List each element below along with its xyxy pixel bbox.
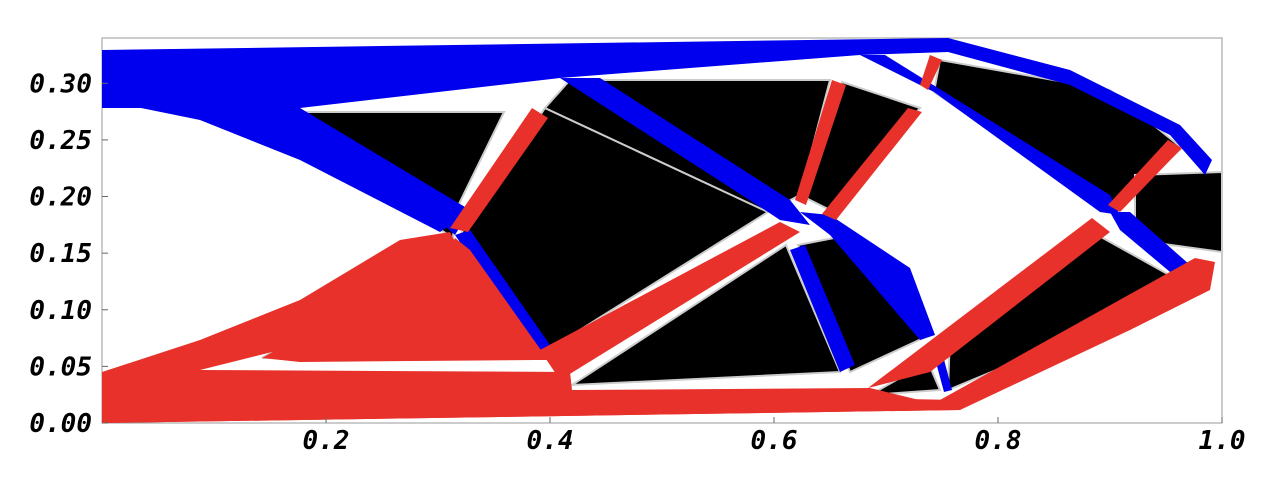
- y-tick-label: 0.20: [29, 183, 92, 213]
- blue-diagonal-6: [790, 245, 855, 372]
- x-tick-label: 1.0: [1199, 426, 1246, 456]
- x-axis-ticks: 0.2 0.4 0.6 0.8 1.0: [303, 417, 1246, 456]
- red-diagonal-5: [822, 108, 922, 220]
- x-tick-label: 0.4: [527, 426, 574, 456]
- blue-diagonal-3: [860, 55, 1120, 215]
- blue-diagonal-7: [1110, 212, 1190, 282]
- red-diagonal-2: [262, 238, 548, 362]
- y-tick-label: 0.25: [29, 126, 92, 156]
- red-diagonal-6: [920, 55, 942, 90]
- blue-diagonal-2: [560, 78, 810, 225]
- blue-left-taper: [102, 75, 460, 232]
- y-tick-label: 0.05: [29, 352, 92, 382]
- red-diagonal-3: [540, 222, 800, 380]
- blue-top-chord: [102, 38, 1212, 175]
- red-bottom-chord: [102, 232, 960, 423]
- red-diagonal-7: [868, 218, 1110, 388]
- blue-diagonal-5: [455, 230, 550, 358]
- y-tick-label: 0.30: [29, 69, 92, 99]
- blue-diagonal-4: [800, 212, 935, 340]
- y-axis-ticks: 0.00 0.05 0.10 0.15 0.20 0.25 0.30: [29, 69, 108, 439]
- red-members: [102, 55, 1215, 423]
- blue-diagonal-1: [262, 108, 470, 235]
- x-tick-label: 0.2: [303, 426, 350, 456]
- red-diagonal-1: [450, 108, 548, 232]
- y-tick-label: 0.10: [29, 296, 92, 326]
- y-tick-label: 0.15: [29, 239, 92, 269]
- red-base-block: [102, 385, 960, 423]
- void-region-6: [568, 243, 842, 387]
- blue-members: [102, 38, 1212, 392]
- red-diagonal-9: [940, 258, 1215, 410]
- x-tick-label: 0.6: [751, 426, 798, 456]
- y-tick-label: 0.00: [29, 409, 92, 439]
- red-diagonal-8: [1108, 140, 1182, 212]
- red-diagonal-4: [795, 80, 846, 205]
- x-tick-label: 0.8: [975, 426, 1022, 456]
